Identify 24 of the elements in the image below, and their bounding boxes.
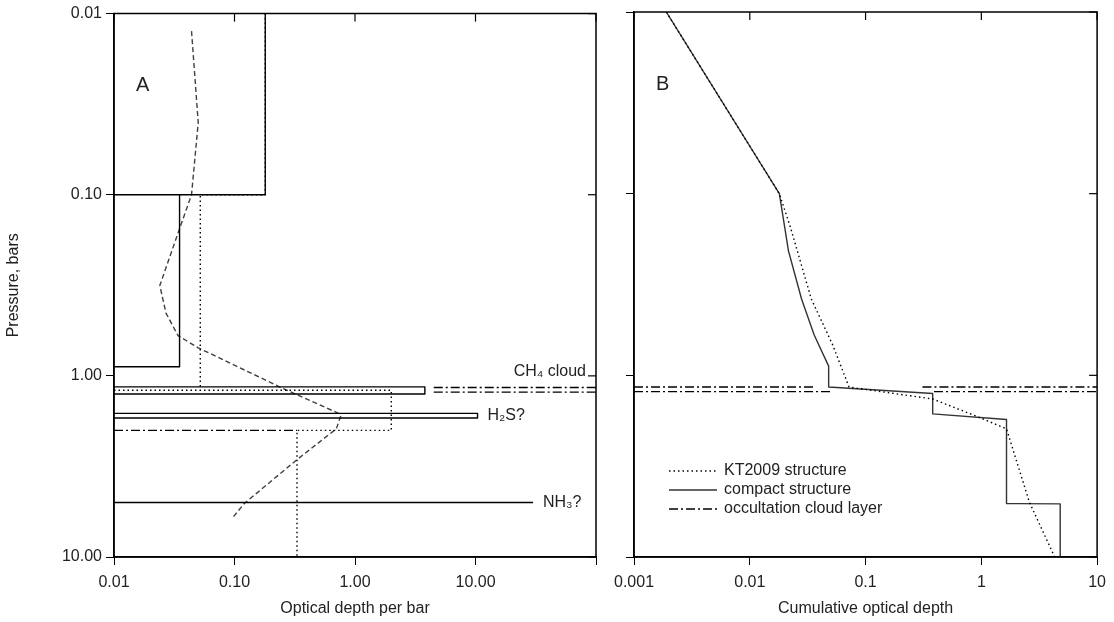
x-tick-label: 10 <box>1088 573 1107 591</box>
x-axis-title: Cumulative optical depth <box>777 598 954 616</box>
y-tick-label: 0.01 <box>70 4 103 22</box>
x-tick-label: 0.01 <box>734 573 766 591</box>
annotation: CH₄ cloud <box>513 361 586 379</box>
annotation: H₂S? <box>487 406 525 424</box>
y-tick-label: 10.00 <box>61 547 103 565</box>
annotation: A <box>136 73 150 96</box>
y-tick-label: 0.10 <box>70 185 103 203</box>
annotation: NH₃? <box>542 492 582 510</box>
legend-label: compact structure <box>724 480 852 498</box>
y-tick-label: 1.00 <box>70 366 103 384</box>
x-tick-label: 0.10 <box>218 573 251 591</box>
x-tick-label: 1.00 <box>339 573 371 591</box>
legend-label: occultation cloud layer <box>724 499 883 517</box>
x-tick-label: 1 <box>976 573 986 591</box>
annotation: B <box>656 71 670 94</box>
y-axis-title: Pressure, bars <box>4 233 22 338</box>
x-tick-label: 0.01 <box>98 573 130 591</box>
legend-label: KT2009 structure <box>724 461 847 479</box>
x-tick-label: 0.1 <box>854 573 877 591</box>
x-tick-label: 10.00 <box>455 573 496 591</box>
x-axis-title: Optical depth per bar <box>280 598 431 616</box>
x-tick-label: 0.001 <box>614 573 655 591</box>
